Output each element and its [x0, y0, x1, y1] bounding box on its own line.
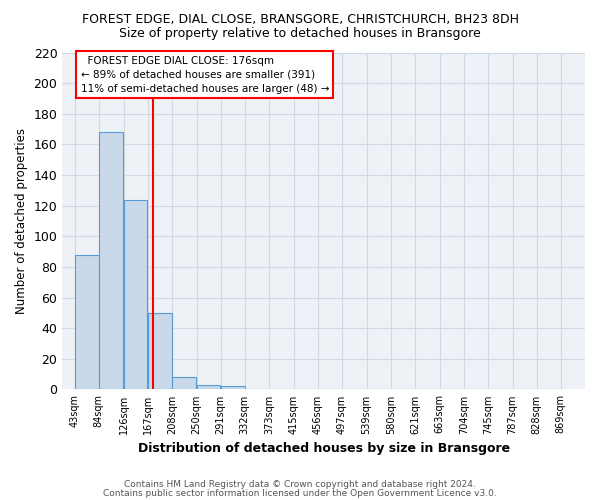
Text: FOREST EDGE DIAL CLOSE: 176sqm
← 89% of detached houses are smaller (391)
11% of: FOREST EDGE DIAL CLOSE: 176sqm ← 89% of …: [80, 56, 329, 94]
Bar: [221, 386, 245, 390]
Bar: [99, 132, 123, 390]
Bar: [75, 254, 98, 390]
Y-axis label: Number of detached properties: Number of detached properties: [15, 128, 28, 314]
Text: Contains HM Land Registry data © Crown copyright and database right 2024.: Contains HM Land Registry data © Crown c…: [124, 480, 476, 489]
Text: Contains public sector information licensed under the Open Government Licence v3: Contains public sector information licen…: [103, 489, 497, 498]
Text: Size of property relative to detached houses in Bransgore: Size of property relative to detached ho…: [119, 28, 481, 40]
X-axis label: Distribution of detached houses by size in Bransgore: Distribution of detached houses by size …: [137, 442, 510, 455]
Bar: [124, 200, 148, 390]
Text: FOREST EDGE, DIAL CLOSE, BRANSGORE, CHRISTCHURCH, BH23 8DH: FOREST EDGE, DIAL CLOSE, BRANSGORE, CHRI…: [82, 12, 518, 26]
Bar: [172, 377, 196, 390]
Bar: [148, 313, 172, 390]
Bar: [197, 385, 220, 390]
